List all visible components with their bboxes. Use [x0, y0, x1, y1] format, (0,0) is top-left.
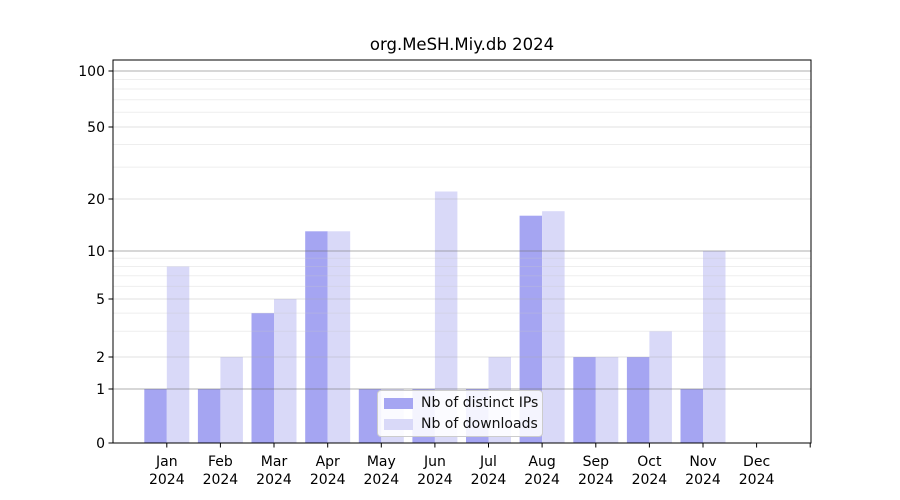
x-tick-label: Jul: [479, 454, 497, 470]
x-tick-label: Mar: [261, 454, 288, 470]
bar-nb-of-downloads-jan: [166, 266, 190, 443]
x-tick-label-year: 2024: [310, 472, 346, 488]
x-axis-ticks: Jan 2024 Feb 2024 Mar 2024 Apr 2024 May 2024 Jun 20…: [149, 443, 811, 488]
x-tick-label-year: 2024: [739, 472, 775, 488]
bar-nb-of-distinct-ips-may: [358, 389, 382, 443]
x-tick-label: Apr: [316, 454, 340, 470]
bar-nb-of-distinct-ips-apr: [305, 231, 328, 443]
legend-entry-distinct-ips: Nb of distinct IPs: [384, 394, 538, 412]
legend-label-distinct-ips: Nb of distinct IPs: [421, 395, 539, 411]
bar-nb-of-distinct-ips-feb: [197, 389, 221, 443]
y-tick-label: 10: [87, 244, 105, 260]
bar-nb-of-distinct-ips-sep: [573, 357, 596, 443]
x-tick-label-year: 2024: [149, 472, 185, 488]
bar-nb-of-downloads-apr: [327, 231, 351, 443]
x-tick-label-year: 2024: [203, 472, 239, 488]
x-tick-label-year: 2024: [256, 472, 292, 488]
bar-nb-of-downloads-oct: [649, 331, 672, 443]
bar-nb-of-downloads-feb: [220, 357, 243, 443]
x-tick-label-year: 2024: [578, 472, 614, 488]
y-tick-label: 5: [96, 292, 105, 308]
bar-nb-of-distinct-ips-oct: [626, 357, 650, 443]
x-tick-label-year: 2024: [524, 472, 560, 488]
bar-nb-of-distinct-ips-jan: [144, 389, 167, 443]
x-tick-label-year: 2024: [363, 472, 399, 488]
bar-nb-of-distinct-ips-mar: [251, 313, 274, 443]
x-tick-label: Oct: [637, 454, 662, 470]
y-tick-label: 50: [87, 120, 105, 136]
bar-nb-of-downloads-nov: [703, 251, 726, 443]
y-tick-label: 2: [96, 350, 105, 366]
legend: Nb of distinct IPs Nb of downloads: [377, 390, 543, 437]
legend-swatch-distinct-ips: [384, 397, 413, 409]
bar-nb-of-downloads-jun: [434, 191, 458, 443]
x-tick-label: Sep: [583, 454, 610, 470]
y-tick-label: 100: [78, 64, 105, 80]
y-tick-label: 0: [96, 436, 105, 452]
bar-nb-of-downloads-aug: [542, 211, 565, 443]
bar-nb-of-downloads-mar: [274, 299, 297, 443]
y-tick-label: 20: [87, 192, 105, 208]
y-axis-ticks: 0 1 2 5 10 20 50 100: [78, 64, 113, 452]
x-tick-label: Jun: [423, 454, 446, 470]
bar-nb-of-downloads-sep: [595, 357, 619, 443]
x-tick-label-year: 2024: [471, 472, 507, 488]
legend-entry-downloads: Nb of downloads: [384, 415, 538, 433]
x-tick-label-year: 2024: [685, 472, 721, 488]
chart-title: org.MeSH.Miy.db 2024: [369, 35, 555, 54]
x-tick-label-year: 2024: [632, 472, 668, 488]
x-tick-label: Nov: [689, 454, 716, 470]
y-tick-label: 1: [96, 382, 105, 398]
x-tick-label: May: [367, 454, 396, 470]
bar-nb-of-distinct-ips-nov: [680, 389, 703, 443]
x-tick-label: Aug: [528, 454, 555, 470]
legend-swatch-downloads: [384, 418, 413, 430]
bar-nb-of-distinct-ips-aug: [519, 215, 543, 443]
legend-label-downloads: Nb of downloads: [421, 416, 538, 432]
x-tick-label-year: 2024: [417, 472, 453, 488]
x-tick-label: Jan: [155, 454, 178, 470]
x-tick-label: Dec: [743, 454, 770, 470]
gridlines: [113, 70, 811, 390]
x-tick-label: Feb: [208, 454, 233, 470]
